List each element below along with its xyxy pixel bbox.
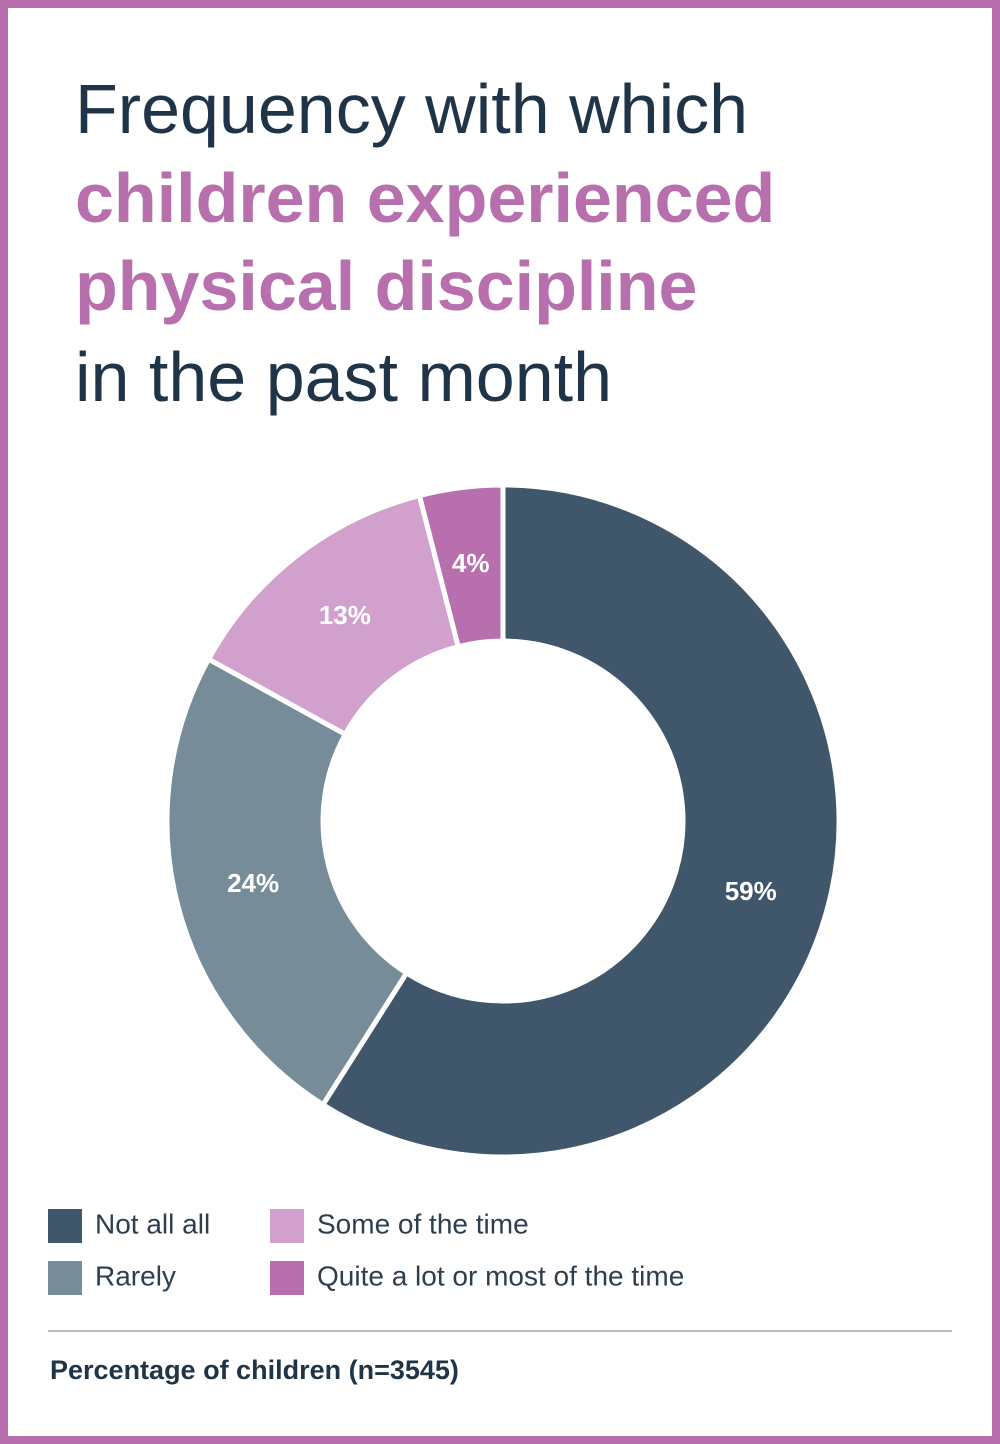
slice-label: 24% bbox=[227, 868, 279, 898]
legend-label: Not all all bbox=[95, 1208, 210, 1239]
legend-swatch bbox=[270, 1261, 304, 1295]
donut-slice bbox=[319, 482, 842, 1160]
legend-swatch bbox=[48, 1261, 82, 1295]
slice-label: 13% bbox=[319, 600, 371, 630]
donut-slice bbox=[416, 482, 506, 650]
title-line: Frequency with which bbox=[75, 70, 748, 148]
footnote: Percentage of children (n=3545) bbox=[50, 1355, 459, 1385]
title-line: in the past month bbox=[75, 338, 612, 416]
legend-label: Quite a lot or most of the time bbox=[317, 1260, 684, 1291]
title-line: children experienced bbox=[75, 159, 775, 237]
donut-slice bbox=[164, 655, 411, 1109]
legend-swatch bbox=[270, 1209, 304, 1243]
slice-label: 4% bbox=[452, 548, 490, 578]
legend-swatch bbox=[48, 1209, 82, 1243]
legend-label: Rarely bbox=[95, 1260, 176, 1291]
slice-label: 59% bbox=[725, 876, 777, 906]
title-line: physical discipline bbox=[75, 247, 697, 325]
legend-label: Some of the time bbox=[317, 1208, 529, 1239]
